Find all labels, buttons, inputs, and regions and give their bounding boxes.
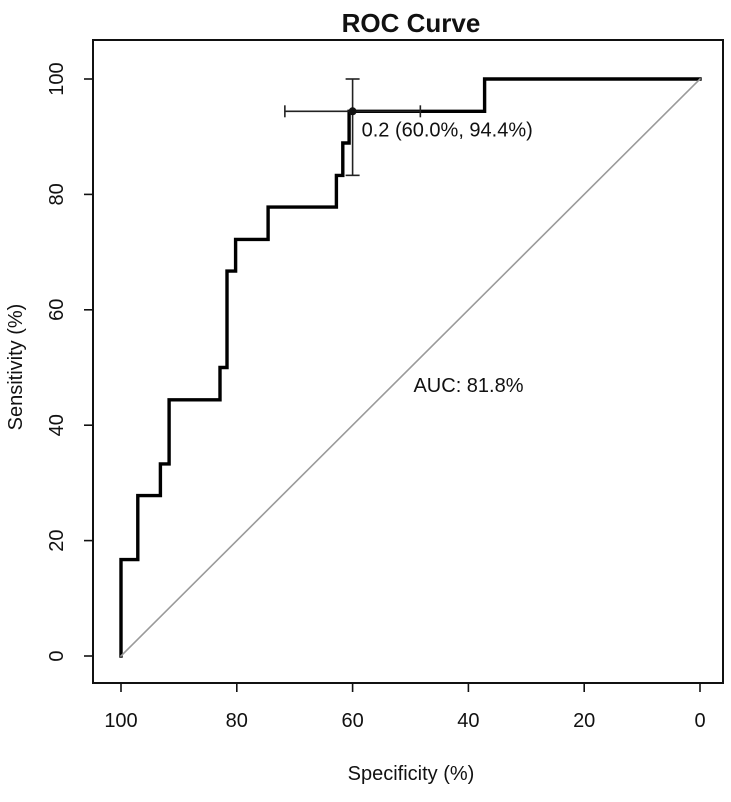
x-axis-label: Specificity (%) bbox=[348, 763, 475, 785]
x-tick-label: 60 bbox=[341, 710, 363, 732]
y-tick-label: 60 bbox=[46, 299, 68, 321]
auc-label: AUC: 81.8% bbox=[413, 375, 523, 397]
y-tick-label: 80 bbox=[46, 183, 68, 205]
x-tick-label: 40 bbox=[457, 710, 479, 732]
threshold-point bbox=[348, 107, 357, 116]
threshold-label: 0.2 (60.0%, 94.4%) bbox=[362, 119, 533, 141]
x-tick-label: 100 bbox=[104, 710, 137, 732]
y-axis-label: Sensitivity (%) bbox=[5, 304, 27, 431]
x-tick-label: 20 bbox=[573, 710, 595, 732]
chart-title: ROC Curve bbox=[342, 8, 481, 38]
x-tick-label: 80 bbox=[226, 710, 248, 732]
roc-curve-line bbox=[119, 77, 702, 658]
y-tick-label: 40 bbox=[46, 414, 68, 436]
y-tick-label: 100 bbox=[46, 62, 68, 95]
reference-diagonal-line bbox=[119, 77, 702, 658]
y-tick-label: 0 bbox=[46, 650, 68, 661]
plot-frame bbox=[92, 39, 724, 684]
x-tick-label: 0 bbox=[694, 710, 705, 732]
y-tick-label: 20 bbox=[46, 529, 68, 551]
